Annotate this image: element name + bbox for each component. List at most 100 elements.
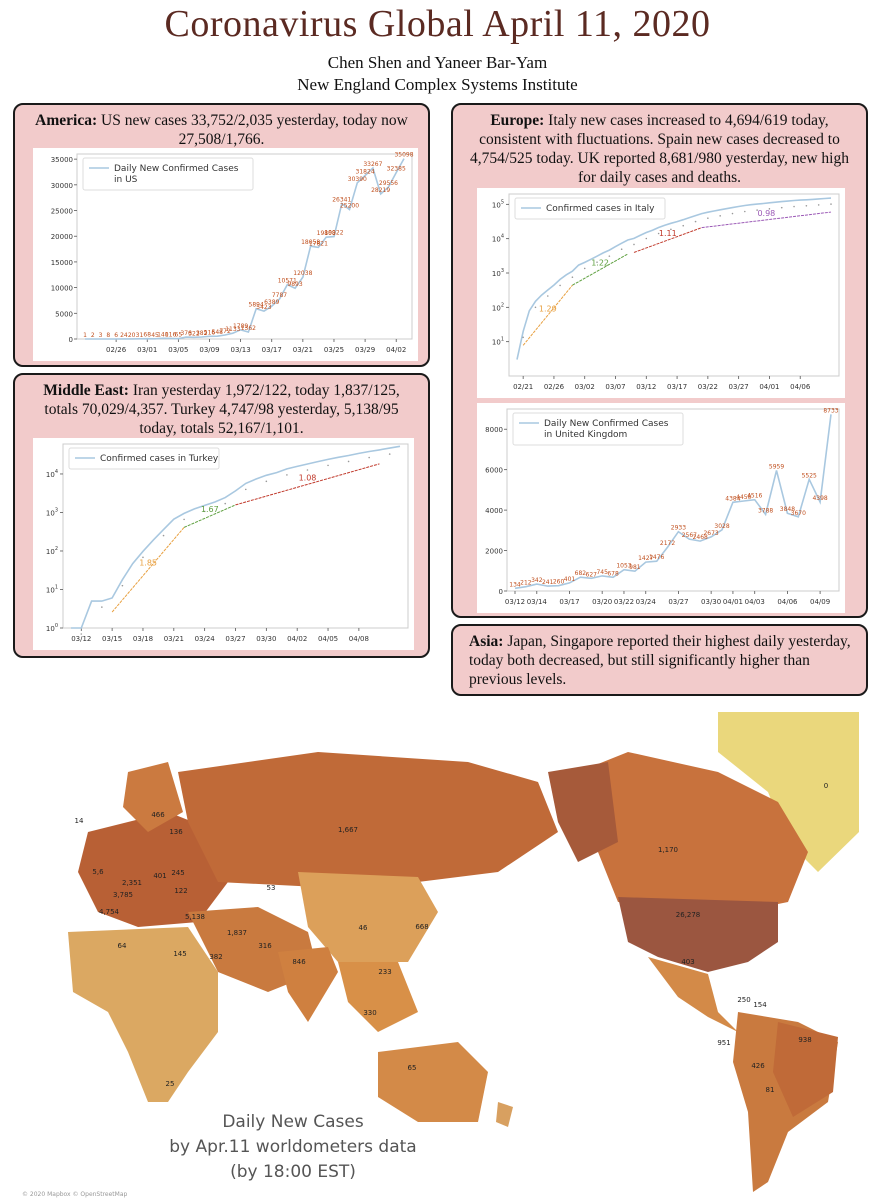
data-label: 241 <box>542 579 554 586</box>
data-label: 7787 <box>272 292 287 299</box>
series-line <box>85 158 405 340</box>
map-value-label: 668 <box>415 923 428 931</box>
data-point <box>670 228 672 231</box>
data-label: 17821 <box>309 240 328 247</box>
data-point <box>768 208 771 210</box>
data-label: 28219 <box>371 187 390 194</box>
data-label: 2673 <box>703 530 718 537</box>
map-value-label: 1,667 <box>338 826 358 834</box>
middle-east-panel: Middle East: Iran yesterday 1,972/122, t… <box>13 373 430 658</box>
x-tick-label: 03/20 <box>592 598 612 606</box>
map-value-label: 245 <box>171 869 184 877</box>
map-value-label: 316 <box>258 942 272 950</box>
data-point <box>559 284 561 287</box>
america-text: America: US new cases 33,752/2,035 yeste… <box>29 111 414 149</box>
data-point <box>203 510 206 513</box>
data-label: 32385 <box>387 166 406 173</box>
data-label: 26341 <box>332 197 351 204</box>
fit-line <box>235 463 380 506</box>
x-tick-label: 04/02 <box>287 635 307 643</box>
x-tick-label: 03/29 <box>355 346 375 354</box>
x-tick-label: 03/30 <box>256 635 276 643</box>
x-tick-label: 02/21 <box>513 383 533 391</box>
america-panel: America: US new cases 33,752/2,035 yeste… <box>13 103 430 367</box>
middle-east-label: Middle East: <box>43 382 129 399</box>
data-label: 19808 <box>317 230 336 237</box>
data-label: 2 <box>91 332 95 339</box>
data-point <box>347 460 350 463</box>
fit-label: 1.29 <box>539 304 557 313</box>
data-label: 2567 <box>682 532 697 539</box>
data-point <box>608 255 611 257</box>
data-label: 212 <box>520 580 532 587</box>
legend-box <box>68 447 220 470</box>
map-caption-line3: (by 18:00 EST) <box>230 1162 356 1182</box>
map-value-label: 5,138 <box>185 913 205 921</box>
data-point <box>793 205 795 208</box>
x-tick-label: 03/21 <box>164 635 184 643</box>
mexico-region <box>648 957 738 1032</box>
asia-panel: Asia: Japan, Singapore reported their hi… <box>451 624 868 696</box>
map-value-label: 14 <box>75 817 84 825</box>
y-tick-label: 35000 <box>51 156 73 164</box>
x-tick-label: 02/26 <box>544 383 565 391</box>
map-attribution: © 2020 Mapbox © OpenStreetMap <box>22 1191 128 1198</box>
data-label: 6389 <box>264 299 279 306</box>
map-value-label: 1,170 <box>658 846 678 854</box>
y-tick-label: 4000 <box>485 507 503 515</box>
data-label: 45 <box>151 332 159 339</box>
x-tick-label: 03/17 <box>667 383 687 391</box>
x-tick-label: 03/25 <box>324 346 344 354</box>
y-tick-exponent: 5 <box>501 199 504 205</box>
fit-line <box>522 284 573 346</box>
map-value-label: 4,754 <box>99 908 120 916</box>
data-label: 8 <box>106 332 110 339</box>
y-tick-label: 25000 <box>51 208 73 216</box>
data-label: 2933 <box>671 525 686 532</box>
data-point <box>101 606 103 608</box>
data-point <box>583 267 586 270</box>
data-label: 24 <box>120 332 128 339</box>
data-point <box>183 518 185 521</box>
map-value-label: 26,278 <box>676 911 701 919</box>
x-tick-label: 03/30 <box>701 598 721 606</box>
fit-label: 1.67 <box>201 505 219 514</box>
y-tick-label: 101 <box>492 337 504 347</box>
data-label: 31824 <box>356 168 375 175</box>
x-tick-label: 02/26 <box>106 346 127 354</box>
data-point <box>596 261 598 263</box>
map-value-label: 1,837 <box>227 929 247 937</box>
data-label: 376 <box>180 330 192 337</box>
institute: New England Complex Systems Institute <box>297 75 578 94</box>
map-value-label: 938 <box>798 1036 811 1044</box>
x-tick-label: 03/12 <box>636 383 656 391</box>
data-label: 322 <box>188 330 200 337</box>
map-value-label: 154 <box>753 1001 767 1009</box>
fit-line <box>183 504 236 528</box>
data-label: 25200 <box>340 203 359 210</box>
x-tick-label: 03/27 <box>729 383 749 391</box>
data-label: 8733 <box>823 407 838 414</box>
map-caption-line2: by Apr.11 worldometers data <box>169 1137 417 1157</box>
data-label: 342 <box>531 577 543 584</box>
data-label: 18058 <box>301 239 320 246</box>
data-label: 12038 <box>293 270 312 277</box>
y-tick-exponent: 2 <box>501 302 504 308</box>
data-point <box>707 217 709 219</box>
fit-line <box>701 211 832 229</box>
russia-region <box>178 752 558 887</box>
x-tick-label: 03/24 <box>636 598 657 606</box>
x-tick-label: 04/06 <box>777 598 798 606</box>
data-label: 5959 <box>769 463 784 470</box>
data-label: 5894 <box>249 302 264 309</box>
data-label: 516 <box>204 329 216 336</box>
china-region <box>298 872 438 962</box>
middle-east-body: Iran yesterday 1,972/122, today 1,837/12… <box>44 382 400 437</box>
data-point <box>805 204 808 207</box>
world-map[interactable]: 1,667 26,278 1,170 938 951 403 5,138 1,837 846 46… <box>18 712 859 1200</box>
europe-label: Europe: <box>490 112 545 129</box>
y-tick-label: 104 <box>492 234 504 244</box>
map-value-label: 0 <box>824 782 828 790</box>
y-tick-label: 6000 <box>485 467 503 475</box>
y-tick-exponent: 4 <box>501 234 504 240</box>
